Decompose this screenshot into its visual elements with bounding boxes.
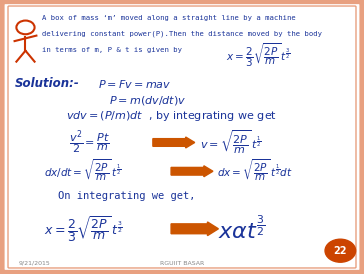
Text: $dx = \sqrt{\dfrac{2P}{m}}\,t^{\frac{1}{2}}dt$: $dx = \sqrt{\dfrac{2P}{m}}\,t^{\frac{1}{…: [217, 158, 292, 184]
Text: delivering constant power(P).Then the distance moved by the body: delivering constant power(P).Then the di…: [42, 30, 322, 37]
FancyArrow shape: [171, 222, 218, 236]
Text: $v = \sqrt{\dfrac{2P}{m}}\,t^{\frac{1}{2}}$: $v = \sqrt{\dfrac{2P}{m}}\,t^{\frac{1}{2…: [200, 129, 262, 156]
Text: A box of mass ‘m’ moved along a straight line by a machine: A box of mass ‘m’ moved along a straight…: [42, 15, 296, 21]
Text: $\dfrac{v^2}{2} = \dfrac{Pt}{m}$: $\dfrac{v^2}{2} = \dfrac{Pt}{m}$: [69, 129, 110, 156]
FancyArrow shape: [171, 166, 213, 177]
Text: RGUIIT BASAR: RGUIIT BASAR: [160, 261, 204, 266]
Text: in terms of m, P & t is given by: in terms of m, P & t is given by: [42, 47, 182, 53]
Text: $P= m(dv/dt)v$: $P= m(dv/dt)v$: [109, 93, 187, 107]
Text: $dx/dt = \sqrt{\dfrac{2P}{m}}\,t^{\frac{1}{2}}$: $dx/dt = \sqrt{\dfrac{2P}{m}}\,t^{\frac{…: [44, 158, 121, 184]
Text: $P=Fv = mav$: $P=Fv = mav$: [98, 78, 172, 90]
Text: 9/21/2015: 9/21/2015: [18, 261, 50, 266]
Text: $vdv = (P/m)dt$  , by integrating we get: $vdv = (P/m)dt$ , by integrating we get: [66, 109, 277, 124]
FancyArrow shape: [153, 137, 195, 148]
Text: $x\alpha t^{\frac{3}{2}}$: $x\alpha t^{\frac{3}{2}}$: [218, 215, 266, 242]
Text: $x = \dfrac{2}{3}\sqrt{\dfrac{2P}{m}}\,t^{\frac{3}{2}}$: $x = \dfrac{2}{3}\sqrt{\dfrac{2P}{m}}\,t…: [226, 41, 290, 68]
Text: $x = \dfrac{2}{3}\sqrt{\dfrac{2P}{m}}\,t^{\frac{3}{2}}$: $x = \dfrac{2}{3}\sqrt{\dfrac{2P}{m}}\,t…: [44, 214, 123, 244]
Text: 22: 22: [333, 246, 347, 256]
Text: Solution:-: Solution:-: [15, 77, 79, 90]
Text: On integrating we get,: On integrating we get,: [58, 191, 196, 201]
Circle shape: [325, 239, 356, 262]
